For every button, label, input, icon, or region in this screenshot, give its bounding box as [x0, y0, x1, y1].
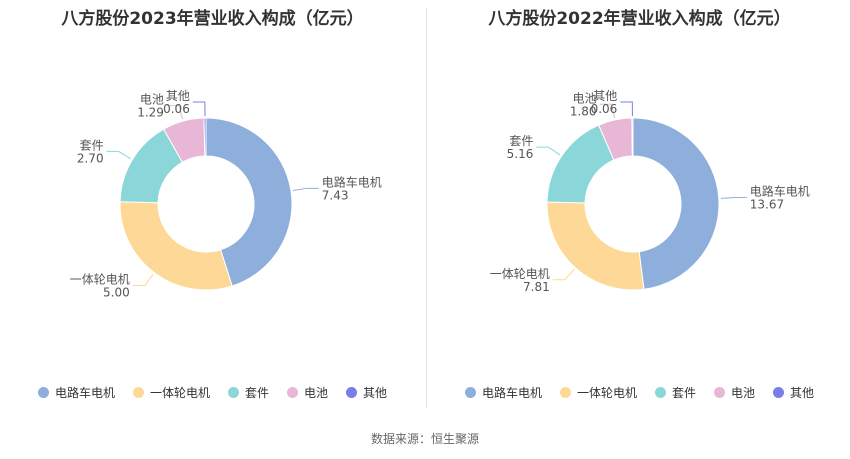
chart-panel-2023: 八方股份2023年营业收入构成（亿元） 电路车电机 7.43 一体轮电机 5.00 套件…: [0, 0, 425, 420]
data-source: 数据来源：恒生聚源: [370, 432, 479, 446]
leader-line: [292, 187, 319, 191]
legend-swatch: [287, 387, 298, 398]
leader-line: [552, 269, 575, 281]
leader-line: [599, 103, 616, 119]
legend-swatch: [714, 387, 725, 398]
slice-value: 1.80: [570, 104, 597, 118]
slice-2: [119, 201, 233, 291]
slice-value: 5.00: [103, 286, 130, 300]
legend-item[interactable]: 套件: [654, 384, 696, 401]
slice-label: 电池: [573, 91, 597, 105]
legend-2022: 电路车电机 一体轮电机 套件 电池 其他: [427, 384, 850, 401]
legend-2023: 电路车电机 一体轮电机 套件 电池 其他: [0, 384, 425, 401]
slice-value: 13.67: [750, 197, 784, 211]
slice-2: [546, 201, 645, 291]
legend-swatch: [773, 387, 785, 398]
legend-swatch: [346, 387, 358, 398]
legend-label: 套件: [671, 386, 696, 400]
legend-label: 一体轮电机: [149, 386, 210, 400]
slice-value: 2.70: [77, 151, 104, 165]
legend-label: 电路车电机: [54, 386, 115, 400]
legend-label: 一体轮电机: [576, 386, 637, 400]
legend-item[interactable]: 其他: [773, 384, 814, 401]
slice-value: 0.06: [591, 102, 618, 116]
slice-label: 一体轮电机: [70, 273, 130, 287]
slice-label: 套件: [80, 138, 104, 152]
legend-swatch: [227, 387, 239, 398]
slice-5: [203, 117, 207, 157]
panel-divider: [426, 8, 427, 408]
legend-label: 电池: [731, 386, 756, 400]
legend-label: 其他: [363, 386, 388, 400]
leader-line: [536, 146, 561, 156]
chart-panel-2022: 八方股份2022年营业收入构成（亿元） 电路车电机 13.67 一体轮电机 7.81 套…: [427, 0, 850, 420]
leader-line: [192, 101, 206, 117]
chart-title: 八方股份2022年营业收入构成（亿元）: [488, 9, 791, 29]
legend-item[interactable]: 电路车电机: [37, 384, 115, 401]
slice-value: 0.06: [163, 102, 190, 116]
legend-label: 电路车电机: [481, 386, 542, 400]
slice-label: 一体轮电机: [490, 267, 550, 281]
legend-swatch: [654, 387, 666, 398]
leader-line: [106, 150, 131, 160]
slice-value: 5.16: [507, 147, 534, 161]
slice-value: 7.81: [523, 280, 550, 294]
legend-label: 其他: [790, 386, 815, 400]
legend-item[interactable]: 电池: [714, 384, 755, 401]
slice-label: 其他: [593, 89, 617, 103]
leader-line: [720, 196, 747, 199]
chart-title: 八方股份2023年营业收入构成（亿元）: [61, 9, 364, 29]
legend-item[interactable]: 其他: [346, 384, 387, 401]
leader-line: [620, 101, 633, 117]
slice-label: 电路车电机: [322, 174, 382, 189]
leader-line: [132, 274, 154, 287]
slice-label: 套件: [509, 134, 533, 148]
legend-swatch: [559, 387, 571, 398]
slice-1: [205, 117, 293, 287]
legend-label: 套件: [244, 386, 269, 400]
slice-label: 电池: [140, 93, 164, 107]
legend-item[interactable]: 电路车电机: [464, 384, 542, 401]
legend-item[interactable]: 套件: [227, 384, 269, 401]
slice-label: 电路车电机: [750, 183, 810, 198]
legend-swatch: [132, 387, 144, 398]
legend-item[interactable]: 一体轮电机: [132, 384, 210, 401]
slice-1: [632, 117, 720, 290]
slice-value: 1.29: [137, 106, 164, 120]
legend-item[interactable]: 一体轮电机: [559, 384, 637, 401]
slice-5: [631, 117, 634, 157]
legend-label: 电池: [304, 386, 329, 400]
legend-item[interactable]: 电池: [287, 384, 328, 401]
legend-swatch: [37, 387, 49, 398]
leader-line: [166, 105, 184, 120]
legend-swatch: [464, 387, 476, 398]
slice-label: 其他: [166, 89, 190, 103]
slice-value: 7.43: [322, 188, 349, 202]
